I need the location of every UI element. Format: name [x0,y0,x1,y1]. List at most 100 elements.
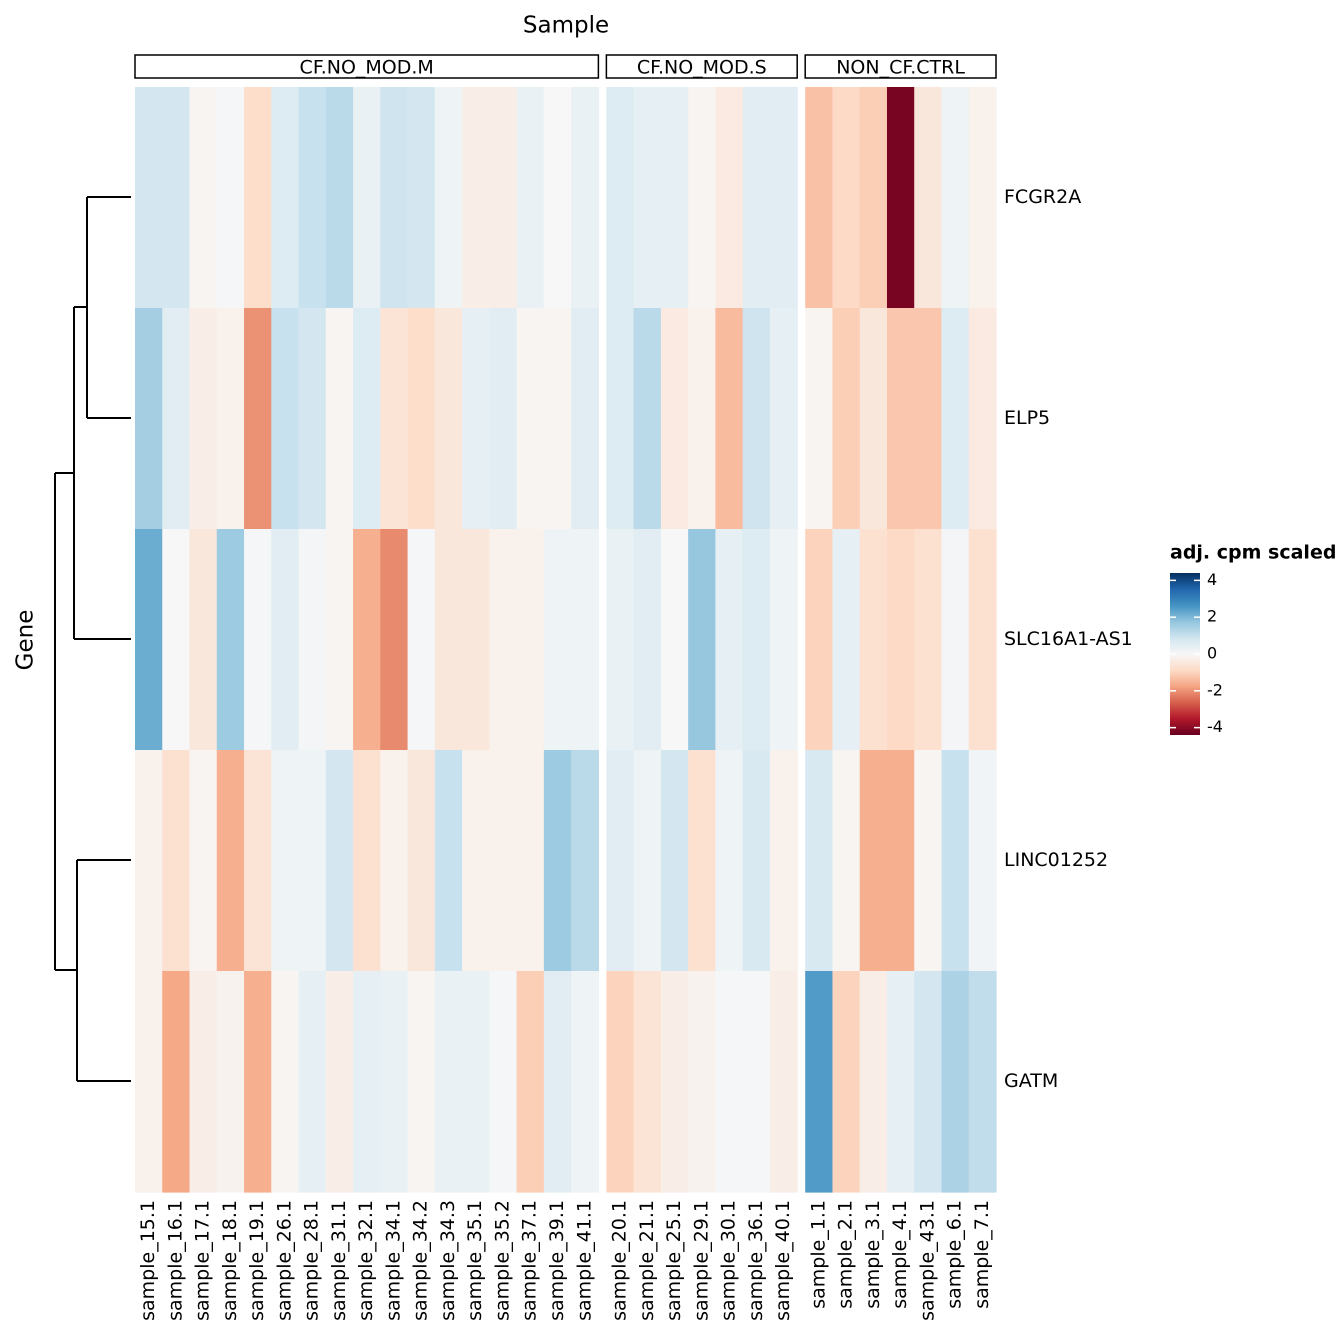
heatmap-cell [298,87,327,309]
heatmap-cell [543,971,572,1193]
x-tick-label: sample_25.1 [663,1200,685,1321]
heatmap-cell [325,750,354,972]
heatmap-cell [135,87,163,309]
x-tick-label: sample_34.3 [437,1200,459,1321]
heatmap-cell [135,750,163,972]
heatmap-cell [571,750,599,972]
x-tick-label: sample_17.1 [192,1200,214,1321]
heatmap-cell [244,308,272,530]
row-label: GATM [1004,1070,1058,1092]
heatmap-cell [688,87,717,309]
row-label: LINC01252 [1004,849,1108,871]
heatmap-cell [832,308,861,530]
heatmap-cell [859,308,888,530]
heatmap-cell [769,750,798,972]
heatmap-cell [380,971,409,1193]
heatmap-cell [715,529,744,751]
heatmap-cell [244,971,272,1193]
heatmap-cell [325,529,354,751]
heatmap-cell [162,308,191,530]
heatmap-cell [516,308,545,530]
heatmap-cell [189,529,218,751]
heatmap-cell [571,308,599,530]
heatmap-cell [489,750,518,972]
strip [605,54,798,79]
heatmap-cell [886,750,915,972]
heatmap-cell [516,87,545,309]
heatmap-cell [516,529,545,751]
heatmap-cell [941,750,970,972]
x-tick-label: sample_36.1 [745,1200,767,1321]
heatmap-cell [742,87,771,309]
x-tick-label: sample_43.1 [916,1200,938,1321]
dendrogram [54,196,131,1082]
heatmap-cell [859,971,888,1193]
heatmap-cell [633,529,662,751]
x-tick-label: sample_21.1 [636,1200,658,1321]
heatmap-cell [162,529,191,751]
heatmap-cell [380,529,409,751]
chart-title: Sample [523,13,609,39]
heatmap-cell [769,308,798,530]
heatmap-cell [968,308,997,530]
heatmap-cell [189,750,218,972]
heatmap-cell [742,308,771,530]
heatmap-cell [407,971,436,1193]
heatmap-cell [688,750,717,972]
colorbar-tick-label: 2 [1207,607,1217,626]
heatmap-cell [407,529,436,751]
heatmap-cell [805,308,834,530]
heatmap-cell [715,750,744,972]
heatmap-cell [859,750,888,972]
heatmap-cell [135,971,163,1193]
heatmap-cell [832,529,861,751]
heatmap-cell [805,87,834,309]
x-tick-label: sample_37.1 [519,1200,541,1321]
x-tick-label: sample_35.2 [491,1200,513,1321]
heatmap-cell [914,308,943,530]
heatmap-cell [434,87,463,309]
x-tick-label: sample_32.1 [355,1200,377,1321]
heatmap-cell [462,87,490,309]
heatmap-cell [715,87,744,309]
heatmap-cell [216,87,245,309]
heatmap-cell [832,750,861,972]
x-tick-label: sample_30.1 [718,1200,740,1321]
heatmap-cell [571,87,599,309]
heatmap-cell [543,308,572,530]
heatmap-cell [886,971,915,1193]
heatmap-cell [271,87,300,309]
heatmap-cell [543,750,572,972]
heatmap-cell [633,971,662,1193]
heatmap-cell [489,308,518,530]
row-label: SLC16A1-AS1 [1004,628,1133,650]
heatmap-cell [462,529,490,751]
heatmap-cell [462,308,490,530]
heatmap-cell [162,971,191,1193]
heatmap-cell [968,529,997,751]
heatmap-cell [742,529,771,751]
heatmap-cell [606,87,635,309]
heatmap-cell [244,87,272,309]
heatmap-cell [189,308,218,530]
heatmap-cell [325,971,354,1193]
heatmap-cell [462,971,490,1193]
x-tick-label: sample_6.1 [944,1200,966,1309]
heatmap-cell [914,750,943,972]
heatmap-cell [968,971,997,1193]
group-label: CF.NO_MOD.S [637,57,767,79]
x-tick-label: sample_35.1 [464,1200,486,1321]
heatmap-cell [715,971,744,1193]
x-tick-label: sample_2.1 [835,1200,857,1309]
heatmap-cell [914,971,943,1193]
x-tick-label: sample_34.2 [410,1200,432,1321]
heatmap-cell [189,87,218,309]
heatmap-cell [886,87,915,309]
heatmap-cell [189,971,218,1193]
heatmap-cell [216,529,245,751]
heatmap-cell [805,971,834,1193]
heatmap-cell [325,87,354,309]
heatmap-cell [271,308,300,530]
x-tick-label: sample_31.1 [328,1200,350,1321]
heatmap-cell [434,308,463,530]
